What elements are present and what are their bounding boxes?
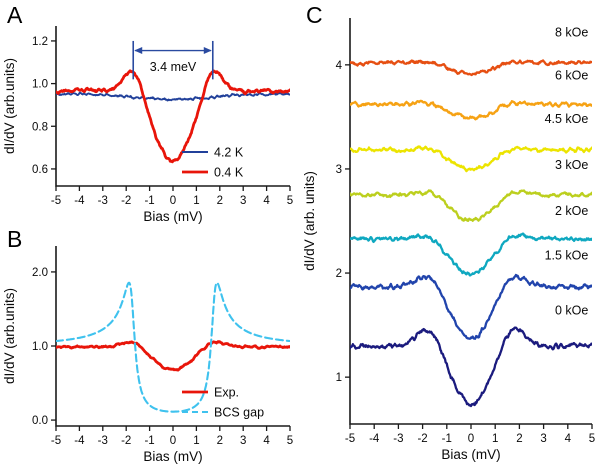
y-tick-label: 4 — [336, 60, 343, 72]
series-group — [56, 281, 290, 413]
series-line-0-koe — [350, 326, 592, 408]
x-tick-label: -3 — [393, 433, 403, 445]
x-tick-label: -2 — [121, 435, 131, 447]
y-tick-label: 1 — [336, 372, 342, 384]
legend-label: BCS gap — [214, 406, 264, 420]
axes-frame — [55, 246, 290, 427]
gap-annotation-label: 3.4 meV — [150, 60, 197, 74]
x-tick-label: 1 — [492, 433, 498, 445]
series-line-6-koe — [350, 99, 592, 121]
gap-arrowhead-left — [134, 47, 143, 55]
series-label: 8 kOe — [555, 26, 588, 40]
panel-label-c: C — [306, 2, 323, 28]
panel-a-chart: -5 -4 -3 -2 -1 0 1 2 3 4 5 0.6 0.8 1.0 1.2 Bias (mV) dI/… — [2, 26, 293, 224]
x-tick-label: -4 — [74, 195, 85, 207]
series-line-3-koe — [350, 189, 592, 222]
y-tick-label: 0.0 — [32, 415, 48, 427]
x-axis-label: Bias (mV) — [441, 447, 500, 462]
y-axis-label: dI/dV (arb.units) — [2, 288, 17, 384]
series-line-4.2-k — [56, 91, 290, 102]
gap-arrowhead-right — [203, 47, 212, 55]
x-tick-label: 3 — [240, 435, 246, 447]
x-tick-label: 2 — [516, 433, 522, 445]
x-tick-label: 1 — [193, 435, 199, 447]
legend: 4.2 K 0.4 K — [182, 146, 244, 180]
x-tick-label: -2 — [417, 433, 427, 445]
legend-label: 4.2 K — [214, 146, 244, 160]
x-tick-label: -5 — [51, 195, 61, 207]
series-label: 6 kOe — [555, 68, 588, 82]
legend-label: 0.4 K — [214, 166, 244, 180]
legend: Exp. BCS gap — [182, 386, 264, 420]
gap-annotation — [132, 40, 214, 80]
y-tick-label: 0.8 — [32, 121, 48, 133]
x-tick-label: 3 — [240, 195, 246, 207]
panel-label-a: A — [7, 2, 23, 28]
series-label: 4.5 kOe — [545, 112, 589, 126]
x-tick-label: -3 — [98, 195, 108, 207]
x-tick-label: -1 — [144, 195, 154, 207]
series-label: 0 kOe — [555, 304, 588, 318]
series-line-bcs-gap — [56, 281, 290, 413]
legend-label: Exp. — [214, 386, 239, 400]
series-line-8-koe — [350, 59, 592, 77]
x-tick-label: 5 — [287, 435, 293, 447]
series-label: 1.5 kOe — [545, 249, 589, 263]
y-tick-label: 3 — [336, 164, 342, 176]
y-tick-label: 2.0 — [32, 267, 48, 279]
x-tick-label: -1 — [144, 435, 154, 447]
x-tick-label: 2 — [217, 195, 223, 207]
panel-label-b: B — [7, 226, 23, 252]
series-line-4.5-koe — [350, 145, 592, 173]
x-tick-label: 2 — [217, 435, 223, 447]
series-line-exp. — [56, 340, 290, 372]
x-tick-label: 4 — [565, 433, 572, 445]
series-label: 3 kOe — [555, 158, 588, 172]
x-tick-label: 5 — [589, 433, 595, 445]
series-line-0.4-k — [56, 69, 290, 164]
x-tick-label: 4 — [263, 195, 270, 207]
panel-b-chart: -5 -4 -3 -2 -1 0 1 2 3 4 5 0.0 1.0 2.0 Bias (mV) dI/dV … — [2, 246, 293, 464]
x-axis-label: Bias (mV) — [143, 209, 202, 224]
y-tick-label: 0.6 — [32, 164, 48, 176]
x-tick-label: -2 — [121, 195, 131, 207]
y-tick-label: 1.0 — [32, 79, 48, 91]
y-axis-label: dI/dV (arb. units) — [302, 171, 317, 271]
x-tick-label: 4 — [263, 435, 270, 447]
y-tick-label: 1.2 — [32, 36, 48, 48]
y-axis-label: dI/dV (arb.units) — [2, 58, 17, 154]
panel-c-chart: -5 -4 -3 -2 -1 0 1 2 3 4 5 1 2 3 4 Bias (mV) dI/dV (arb.… — [302, 18, 595, 462]
series-line-2-koe — [350, 232, 592, 277]
y-tick-label: 2 — [336, 268, 342, 280]
series-group — [56, 69, 290, 164]
y-tick-label: 1.0 — [32, 341, 48, 353]
series-line-1.5-koe — [350, 273, 592, 340]
x-tick-label: 0 — [170, 195, 176, 207]
x-tick-label: -5 — [345, 433, 355, 445]
x-tick-label: 1 — [193, 195, 199, 207]
x-tick-label: -4 — [74, 435, 85, 447]
x-tick-label: 0 — [170, 435, 176, 447]
x-tick-label: 5 — [287, 195, 293, 207]
x-axis-label: Bias (mV) — [143, 449, 202, 464]
x-tick-label: -4 — [369, 433, 380, 445]
x-tick-label: 0 — [468, 433, 474, 445]
x-tick-label: -5 — [51, 435, 61, 447]
series-group — [350, 59, 592, 408]
x-tick-label: -3 — [98, 435, 108, 447]
series-label: 2 kOe — [555, 204, 588, 218]
x-tick-label: -1 — [442, 433, 452, 445]
x-tick-label: 3 — [540, 433, 546, 445]
